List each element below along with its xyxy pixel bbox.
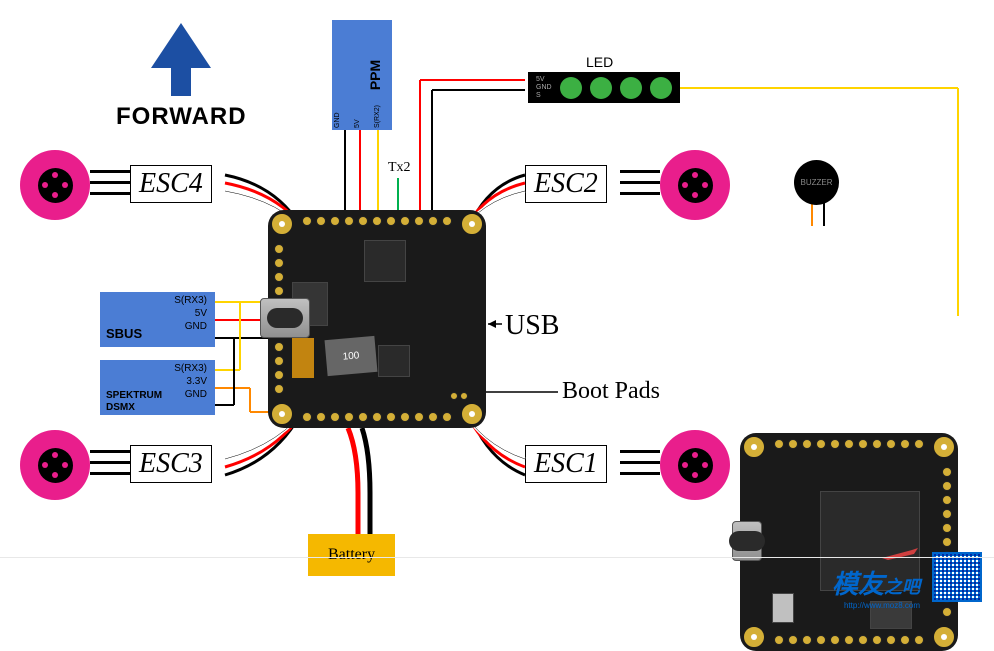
battery-box: Battery (308, 534, 395, 576)
usb-label: USB (505, 310, 559, 342)
qr-code (932, 552, 982, 602)
led-4 (650, 77, 672, 99)
led-1 (560, 77, 582, 99)
plane-icon (880, 544, 920, 564)
tx2-label: Tx2 (388, 160, 411, 176)
inductor: 100 (325, 336, 378, 376)
watermark: 模友之吧 http://www.moz8.com (832, 544, 920, 610)
main-fc-pcb: 100 (268, 210, 486, 428)
buzzer-label: BUZZER (801, 178, 833, 187)
mount-hole-tr (462, 214, 482, 234)
led-pin-5v: 5V (536, 76, 552, 83)
watermark-text-2: 之吧 (884, 577, 920, 597)
aux-usb-port (732, 521, 762, 561)
led-3 (620, 77, 642, 99)
mount-hole-br (462, 404, 482, 424)
aux-fc-pcb (740, 433, 958, 651)
watermark-text-1: 模友 (832, 569, 884, 599)
divider (0, 557, 994, 558)
led-label: LED (586, 54, 613, 70)
watermark-url: http://www.moz8.com (832, 601, 920, 610)
mount-hole-bl (272, 404, 292, 424)
led-pin-s: S (536, 92, 552, 99)
led-pin-gnd: GND (536, 84, 552, 91)
led-strip: 5V GND S (528, 72, 680, 103)
buzzer: BUZZER (794, 160, 839, 205)
boot-pads-label: Boot Pads (562, 378, 660, 405)
battery-label: Battery (328, 546, 375, 563)
usb-port (260, 298, 310, 338)
mount-hole-tl (272, 214, 292, 234)
led-2 (590, 77, 612, 99)
